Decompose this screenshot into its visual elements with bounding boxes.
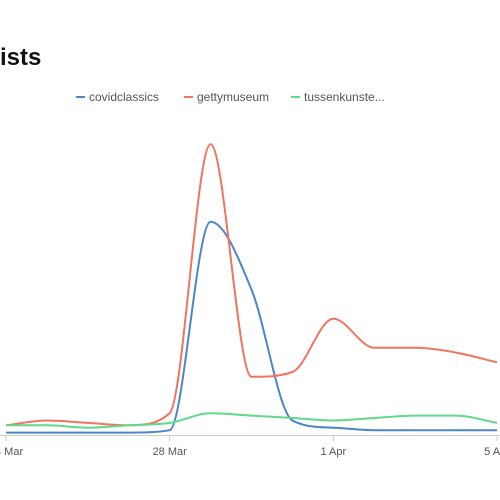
legend: covidclassics gettymuseum tussenkunste... xyxy=(76,90,385,104)
legend-item[interactable]: gettymuseum xyxy=(184,90,269,104)
legend-label: covidclassics xyxy=(89,90,159,104)
x-tick-label: 24 Mar xyxy=(0,446,23,458)
legend-label: gettymuseum xyxy=(197,90,269,104)
series-line-covidclassics xyxy=(6,220,497,434)
x-axis-ticks: 24 Mar 28 Mar 1 Apr 5 Apr xyxy=(0,435,500,458)
legend-item[interactable]: covidclassics xyxy=(76,90,159,104)
series-layer xyxy=(5,143,498,434)
series-line-gettymuseum xyxy=(5,143,498,427)
legend-label: tussenkunste... xyxy=(304,90,385,104)
x-tick-label: 5 Apr xyxy=(484,446,500,458)
chart-title: ists xyxy=(0,44,42,71)
series-line-tussenkunste xyxy=(6,412,498,429)
legend-item[interactable]: tussenkunste... xyxy=(291,90,385,104)
x-tick-label: 1 Apr xyxy=(320,446,346,458)
x-tick-label: 28 Mar xyxy=(153,446,188,458)
